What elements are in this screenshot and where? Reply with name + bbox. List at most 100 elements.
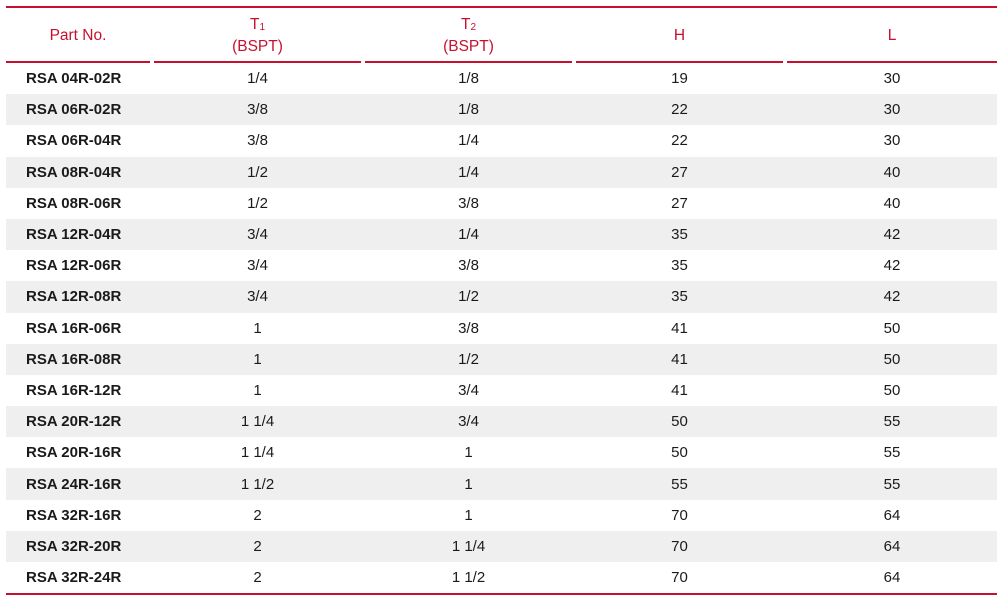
part-no-cell: RSA 12R-08R [26,288,122,306]
table-row: RSA 06R-04R 3/8 1/4 22 30 [6,125,997,156]
t2-cell: 3/8 [458,319,479,337]
table-row: RSA 16R-08R 1 1/2 41 50 [6,343,997,375]
h-cell: 35 [671,226,688,244]
part-no-cell: RSA 16R-08R [26,350,122,368]
t2-cell: 1/8 [458,101,479,119]
l-cell: 30 [883,70,901,88]
part-no-cell: RSA 06R-02R [26,101,122,119]
part-no-cell: RSA 32R-16R [26,506,122,524]
t1-cell: 1/4 [247,70,268,88]
table-row: RSA 20R-16R 1 1/4 1 50 55 [6,437,997,468]
header-part-no: Part No. [6,8,150,63]
t2-cell: 3/4 [458,381,479,399]
table-row: RSA 16R-12R 1 3/4 41 50 [6,375,997,406]
t1-cell: 3/8 [247,101,268,119]
header-label: L [887,27,897,44]
l-cell: 64 [883,569,901,587]
table-row: RSA 20R-12R 1 1/4 3/4 50 55 [6,406,997,438]
table-row: RSA 08R-06R 1/2 3/8 27 40 [6,188,997,219]
t2-cell: 3/8 [458,194,479,212]
h-cell: 41 [671,350,688,368]
header-line2: (BSPT) [232,38,283,55]
t2-cell: 3/8 [458,257,479,275]
table-row: RSA 12R-08R 3/4 1/2 35 42 [6,281,997,313]
t2-cell: 1 1/2 [451,569,486,587]
l-cell: 55 [883,413,901,431]
t2-cell: 1 [464,475,473,493]
l-cell: 42 [883,257,901,275]
t2-cell: 1/4 [458,132,479,150]
table-row: RSA 08R-04R 1/2 1/4 27 40 [6,156,997,188]
part-no-cell: RSA 16R-06R [26,319,122,337]
h-cell: 55 [671,475,688,493]
l-cell: 40 [883,163,901,181]
top-rule [6,6,997,8]
h-cell: 22 [671,101,688,119]
header-l: L [787,8,997,63]
t1-cell: 1 1/4 [240,413,275,431]
l-cell: 30 [883,132,901,150]
header-line2: (BSPT) [443,38,494,55]
t2-cell: 1/8 [458,70,479,88]
t1-cell: 1/2 [247,163,268,181]
l-cell: 55 [883,444,901,462]
header-t1: T1 (BSPT) [154,8,361,63]
part-no-cell: RSA 08R-06R [26,194,122,212]
table-row: RSA 32R-16R 2 1 70 64 [6,500,997,531]
t1-cell: 1/2 [247,194,268,212]
header-t2: T2 (BSPT) [365,8,572,63]
h-cell: 35 [671,288,688,306]
h-cell: 50 [671,413,688,431]
header-label: Part No. [49,27,107,44]
part-no-cell: RSA 32R-20R [26,537,122,555]
header-label: T1 [249,16,266,33]
header-h: H [576,8,783,63]
t1-cell: 2 [253,537,262,555]
h-cell: 70 [671,506,688,524]
l-cell: 55 [883,475,901,493]
bottom-rule [6,593,997,596]
t1-cell: 2 [253,569,262,587]
part-no-cell: RSA 12R-04R [26,226,122,244]
table-row: RSA 06R-02R 3/8 1/8 22 30 [6,94,997,126]
h-cell: 41 [671,319,688,337]
h-cell: 70 [671,537,688,555]
l-cell: 64 [883,537,901,555]
part-no-cell: RSA 16R-12R [26,381,122,399]
part-no-cell: RSA 12R-06R [26,257,122,275]
part-no-cell: RSA 08R-04R [26,163,122,181]
h-cell: 35 [671,257,688,275]
t1-cell: 1 [253,381,262,399]
header-label: H [673,27,686,44]
h-cell: 50 [671,444,688,462]
table-body: RSA 04R-02R 1/4 1/8 19 30 RSA 06R-02R 3/8 1/8 22… [6,63,997,593]
t1-cell: 1 1/4 [240,444,275,462]
spec-table: Part No. T1 (BSPT) T2 (BSPT) H L RSA 04R… [6,6,997,596]
header-subscript: 1 [259,22,266,33]
l-cell: 64 [883,506,901,524]
header-label: T2 [460,16,477,33]
part-no-cell: RSA 32R-24R [26,569,122,587]
t1-cell: 1 [253,350,262,368]
t1-cell: 3/4 [247,226,268,244]
table-row: RSA 16R-06R 1 3/8 41 50 [6,313,997,344]
table-row: RSA 32R-20R 2 1 1/4 70 64 [6,530,997,562]
header-subscript: 2 [470,22,477,33]
h-cell: 41 [671,381,688,399]
l-cell: 42 [883,288,901,306]
t1-cell: 1 1/2 [240,475,275,493]
l-cell: 40 [883,194,901,212]
t2-cell: 1 1/4 [451,537,486,555]
part-no-cell: RSA 06R-04R [26,132,122,150]
t2-cell: 1/4 [458,226,479,244]
t1-cell: 3/4 [247,288,268,306]
h-cell: 70 [671,569,688,587]
l-cell: 42 [883,226,901,244]
table-row: RSA 12R-06R 3/4 3/8 35 42 [6,250,997,281]
t2-cell: 1/2 [458,288,479,306]
l-cell: 50 [883,319,901,337]
t2-cell: 1/4 [458,163,479,181]
h-cell: 27 [671,163,688,181]
t1-cell: 3/8 [247,132,268,150]
l-cell: 50 [883,381,901,399]
